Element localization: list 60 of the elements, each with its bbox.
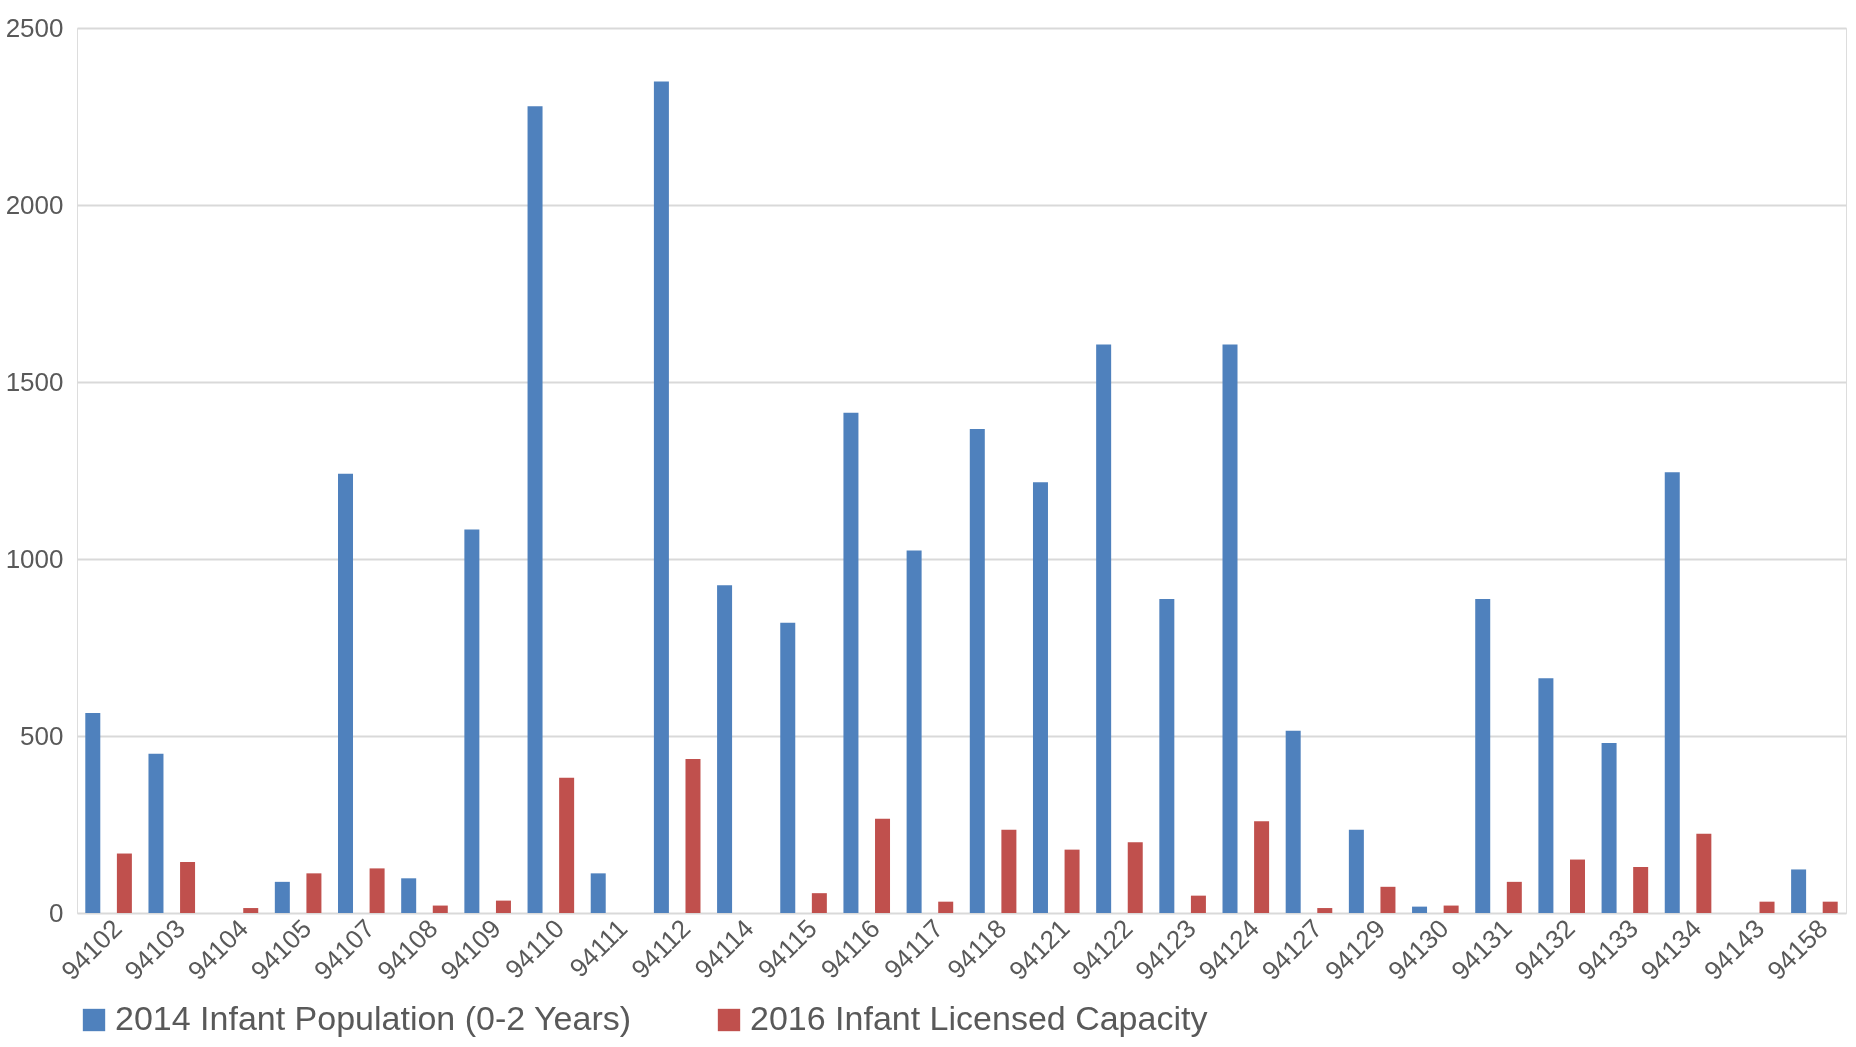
bar: [1664, 472, 1680, 913]
bar: [116, 853, 132, 913]
bar: [148, 753, 164, 913]
bar: [590, 873, 606, 913]
bar: [1348, 829, 1364, 913]
bar: [401, 878, 417, 913]
bar: [685, 759, 701, 913]
y-tick-label: 0: [49, 897, 64, 928]
bar: [653, 81, 669, 913]
bar: [1222, 344, 1238, 913]
bar: [180, 862, 196, 913]
bar: [306, 873, 322, 913]
bar: [1159, 599, 1175, 913]
bar: [875, 818, 891, 913]
bar: [780, 622, 796, 913]
bar: [969, 429, 985, 913]
bar: [1633, 866, 1649, 913]
bar: [938, 901, 954, 913]
bar: [1317, 908, 1333, 913]
bar: [1538, 678, 1554, 913]
legend-label: 2014 Infant Population (0-2 Years): [115, 999, 632, 1037]
bar: [1475, 599, 1491, 913]
bar: [369, 868, 385, 913]
bar: [717, 585, 733, 913]
bar: [1127, 842, 1143, 913]
bar: [1254, 821, 1270, 913]
bar: [1032, 482, 1048, 913]
y-tick-label: 2000: [5, 189, 64, 220]
bar: [1791, 869, 1807, 913]
bar: [1569, 859, 1585, 913]
bar: [1506, 881, 1522, 913]
y-tick-label: 1000: [5, 543, 64, 574]
bar: [1443, 905, 1459, 913]
bar: [1822, 901, 1838, 913]
bar: [1190, 895, 1206, 913]
bar: [1696, 833, 1712, 913]
bar: [464, 529, 480, 913]
bar: [1380, 886, 1396, 913]
y-tick-label: 500: [20, 720, 64, 751]
bar: [1285, 730, 1301, 913]
bar: [1412, 906, 1428, 913]
bar: [559, 777, 575, 913]
bar: [85, 712, 101, 913]
bar: [843, 412, 859, 913]
bar: [1759, 901, 1775, 913]
y-tick-label: 1500: [5, 366, 64, 397]
bar: [906, 550, 922, 913]
bar: [1601, 743, 1617, 913]
legend-label: 2016 Infant Licensed Capacity: [750, 999, 1208, 1037]
bar: [274, 881, 290, 913]
bar: [338, 473, 354, 913]
bar: [1096, 344, 1112, 913]
y-tick-label: 2500: [5, 12, 64, 43]
bar: [527, 106, 543, 913]
bar: [811, 893, 827, 913]
bar: [432, 905, 448, 913]
bar: [1064, 849, 1080, 913]
bar: [1001, 829, 1017, 913]
bar: [495, 900, 511, 913]
bar: [243, 908, 259, 913]
